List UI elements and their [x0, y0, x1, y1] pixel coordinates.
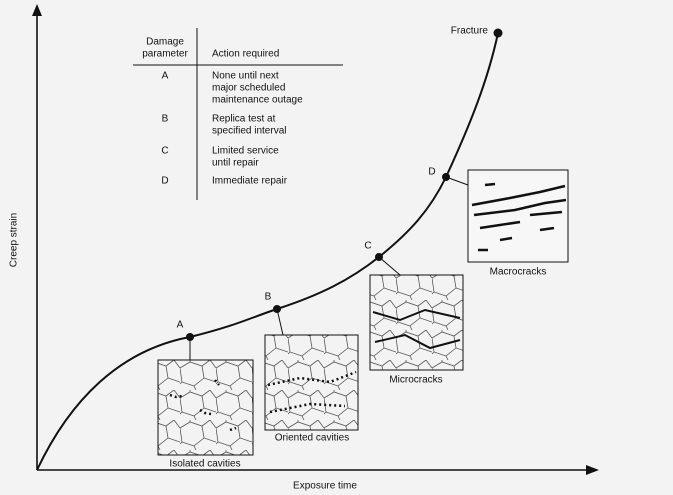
micrograph-caption: Oriented cavities — [275, 433, 349, 444]
table-cell: C — [161, 146, 168, 157]
table-cell: B — [162, 114, 169, 125]
table-cell: None until next — [212, 71, 279, 82]
table-cell: major scheduled — [212, 83, 285, 94]
point-label: D — [428, 167, 435, 178]
table-cell: until repair — [212, 158, 259, 169]
point-label: A — [177, 320, 184, 331]
table-header: Damage — [146, 37, 184, 48]
micrograph-caption: Macrocracks — [490, 267, 547, 278]
table-cell: maintenance outage — [212, 95, 303, 106]
micrograph-frame — [468, 170, 568, 262]
diagram: Creep strain Exposure time A B C D Fract… — [0, 0, 673, 495]
y-axis-label: Creep strain — [9, 213, 20, 267]
micrograph: Macrocracks — [468, 170, 568, 278]
fracture-point — [494, 29, 503, 38]
micrograph-frame — [158, 360, 253, 455]
table-cell: Replica test at — [212, 114, 276, 125]
fracture-label: Fracture — [451, 26, 489, 37]
micrograph: Microcracks — [370, 275, 463, 386]
micrograph-caption: Microcracks — [389, 375, 442, 386]
point-label: B — [265, 292, 272, 303]
micrograph-caption: Isolated cavities — [169, 459, 240, 470]
x-axis-label: Exposure time — [293, 481, 357, 492]
table-cell: specified interval — [212, 126, 286, 137]
table-header: Action required — [212, 49, 279, 60]
table-cell: Limited service — [212, 146, 279, 157]
table-header: parameter — [142, 49, 188, 60]
micrograph-frame — [370, 275, 463, 370]
table-cell: D — [161, 176, 168, 187]
micrograph: Oriented cavities — [265, 335, 358, 444]
micrograph: Isolated cavities — [158, 360, 253, 470]
table-cell: A — [162, 71, 169, 82]
table-cell: Immediate repair — [212, 176, 288, 187]
point-label: C — [364, 241, 371, 252]
